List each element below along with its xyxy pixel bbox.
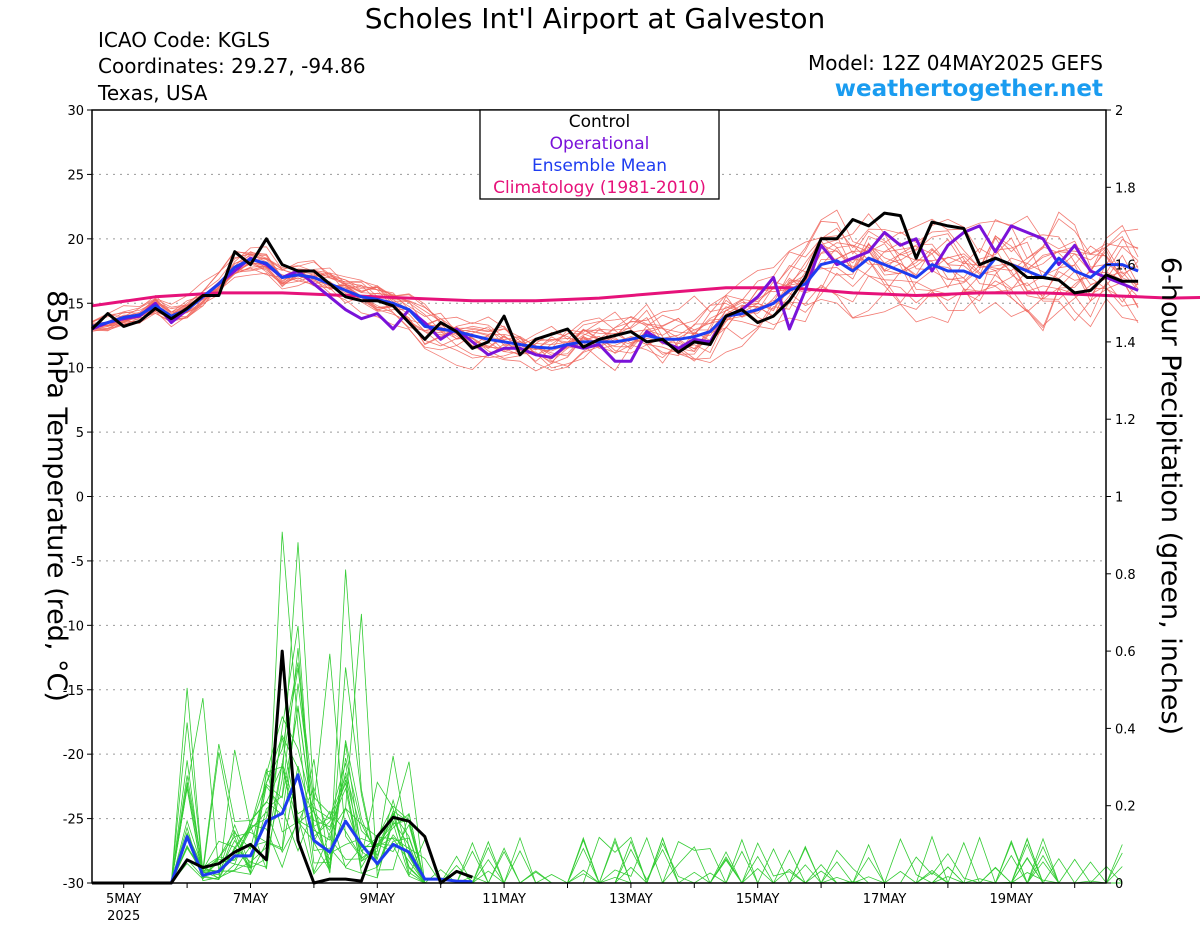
y-tick-label: 25 <box>67 168 84 183</box>
temp-member-line <box>91 213 1139 364</box>
y2-tick-label: 0.8 <box>1115 568 1136 583</box>
y2-tick-label: 0.4 <box>1115 722 1136 737</box>
legend-entry: Control <box>569 112 630 132</box>
model-run: Model: 12Z 04MAY2025 GEFS <box>808 51 1103 75</box>
y-tick-label: 30 <box>67 104 84 119</box>
precip-member-line <box>92 662 1123 884</box>
y-axis-label: 850 hPa Temperature (red, °C) <box>41 290 72 702</box>
precip-member-line <box>92 653 1123 884</box>
icao-code: ICAO Code: KGLS <box>98 28 271 52</box>
legend-entry: Climatology (1981-2010) <box>493 178 706 198</box>
y2-tick-label: 0.2 <box>1115 800 1136 815</box>
y2-tick-label: 0 <box>1115 877 1123 892</box>
y-tick-label: -5 <box>71 555 84 570</box>
temp-members <box>91 209 1139 372</box>
temp-member-line <box>91 209 1139 372</box>
x-tick-label: 15MAY <box>736 892 780 907</box>
x-tick-label: 17MAY <box>863 892 907 907</box>
y2-tick-label: 1.8 <box>1115 181 1136 196</box>
y-tick-label: -15 <box>63 684 84 699</box>
chart-title: Scholes Int'l Airport at Galveston <box>364 2 826 35</box>
y2-tick-label: 1.4 <box>1115 336 1136 351</box>
y-tick-label: -30 <box>63 877 84 892</box>
y-tick-label: 5 <box>76 426 84 441</box>
precip-members <box>92 531 1123 885</box>
precip-member-line <box>92 668 1123 884</box>
x-tick-label: 11MAY <box>482 892 526 907</box>
grid-lines <box>92 173 1106 820</box>
x-year-label: 2025 <box>107 909 140 924</box>
precip-member-line <box>92 569 1123 884</box>
temp-member-line <box>91 238 1139 346</box>
temp-member-line <box>91 246 1139 364</box>
y-tick-label: 20 <box>67 233 84 248</box>
region: Texas, USA <box>98 81 208 105</box>
y2-tick-label: 0.6 <box>1115 645 1136 660</box>
y-tick-label: 10 <box>67 362 84 377</box>
x-tick-label: 19MAY <box>990 892 1034 907</box>
x-tick-label: 13MAY <box>609 892 653 907</box>
site-link[interactable]: weathertogether.net <box>834 76 1103 102</box>
y-tick-label: 0 <box>76 491 84 506</box>
climatology-line <box>91 286 1200 308</box>
legend-box <box>479 109 720 200</box>
legend-entry: Ensemble Mean <box>532 156 667 176</box>
ensemble-mean-line <box>91 256 1139 350</box>
x-tick-label: 5MAY <box>106 892 141 907</box>
control-line <box>90 211 1139 357</box>
coordinates: Coordinates: 29.27, -94.86 <box>98 54 366 78</box>
legend-entry: Operational <box>550 134 650 154</box>
axes: 302520151050-5-10-15-20-25-3021.81.61.41… <box>63 104 1136 924</box>
precip-member-line <box>92 667 1123 884</box>
y-tick-label: -20 <box>63 748 84 763</box>
series-lines <box>90 211 1200 885</box>
y2-tick-label: 1 <box>1115 491 1123 506</box>
y2-tick-label: 1.2 <box>1115 413 1136 428</box>
temp-member-line <box>91 250 1139 356</box>
x-tick-label: 9MAY <box>360 892 395 907</box>
y2-axis-label: 6-hour Precipitation (green, inches) <box>1155 257 1186 735</box>
y2-tick-label: 2 <box>1115 104 1123 119</box>
y2-tick-label: 1.6 <box>1115 259 1136 274</box>
temp-member-line <box>92 230 1139 359</box>
y-tick-label: 15 <box>67 297 84 312</box>
y-tick-label: -10 <box>63 619 84 634</box>
precip-member-line <box>92 531 1123 884</box>
y-tick-label: -25 <box>63 813 84 828</box>
x-tick-label: 7MAY <box>233 892 268 907</box>
